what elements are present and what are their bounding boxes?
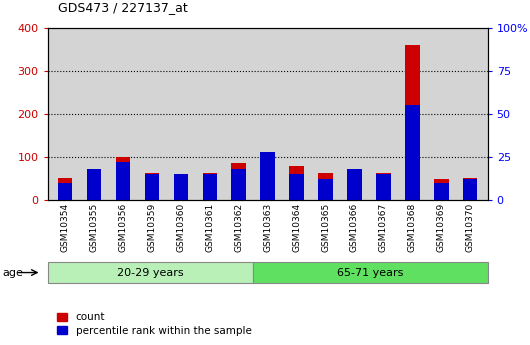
Bar (145, 173, 159, 200)
Bar (260, 152, 275, 200)
Text: GSM10369: GSM10369 (437, 203, 446, 253)
Bar (253, 262, 488, 283)
Bar (463, 179, 478, 200)
Bar (116, 162, 130, 200)
Bar (87, 169, 101, 200)
Bar (463, 178, 478, 200)
Bar (347, 169, 361, 200)
Bar (289, 167, 304, 200)
Text: GSM10368: GSM10368 (408, 203, 417, 253)
Legend: count, percentile rank within the sample: count, percentile rank within the sample (53, 308, 256, 340)
Bar (347, 173, 361, 200)
Bar (116, 157, 130, 200)
Text: GSM10365: GSM10365 (321, 203, 330, 253)
Bar (48, 262, 253, 283)
Text: GSM10360: GSM10360 (176, 203, 186, 253)
Bar (405, 45, 420, 200)
Bar (232, 169, 246, 200)
Text: GSM10354: GSM10354 (60, 203, 69, 252)
Text: GSM10355: GSM10355 (90, 203, 99, 253)
Bar (319, 173, 333, 200)
Bar (58, 183, 72, 200)
Bar (87, 172, 101, 200)
Text: GSM10363: GSM10363 (263, 203, 272, 253)
Bar (202, 174, 217, 200)
Bar (376, 174, 391, 200)
Bar (434, 179, 448, 200)
Text: GSM10364: GSM10364 (292, 203, 301, 252)
Bar (434, 183, 448, 200)
Text: GSM10367: GSM10367 (379, 203, 388, 253)
Text: GSM10362: GSM10362 (234, 203, 243, 252)
Bar (145, 174, 159, 200)
Text: GDS473 / 227137_at: GDS473 / 227137_at (58, 1, 188, 14)
Bar (376, 173, 391, 200)
Text: 65-71 years: 65-71 years (337, 268, 403, 277)
Text: GSM10361: GSM10361 (205, 203, 214, 253)
Text: GSM10370: GSM10370 (466, 203, 475, 253)
Bar (232, 162, 246, 200)
Bar (289, 174, 304, 200)
Text: GSM10359: GSM10359 (147, 203, 156, 253)
Text: GSM10366: GSM10366 (350, 203, 359, 253)
Bar (58, 178, 72, 200)
Bar (202, 173, 217, 200)
Bar (174, 175, 188, 200)
Bar (260, 170, 275, 200)
Bar (319, 179, 333, 200)
Bar (405, 105, 420, 200)
Text: 20-29 years: 20-29 years (117, 268, 184, 277)
Text: GSM10356: GSM10356 (118, 203, 127, 253)
Bar (174, 174, 188, 200)
Text: age: age (3, 268, 23, 277)
